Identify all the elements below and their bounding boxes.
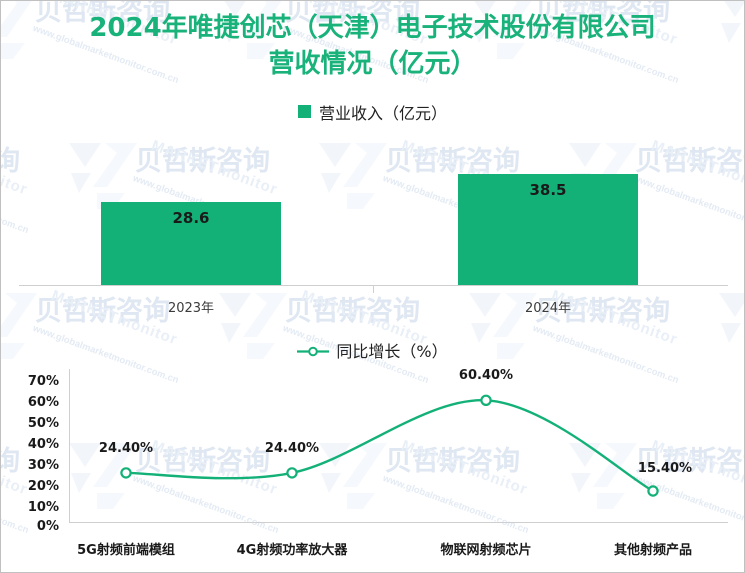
line-category-1: 4G射频功率放大器 (236, 543, 348, 558)
line-marker-3[interactable] (647, 485, 659, 497)
bar-value-2024: 38.5 (529, 180, 567, 199)
line-category-2: 物联网射频芯片 (440, 543, 532, 558)
line-marker-2[interactable] (480, 394, 492, 407)
line-category-0: 5G射频前端模组 (77, 543, 175, 558)
y-axis-tick-60: 60% (27, 395, 59, 410)
line-category-3: 其他射频产品 (613, 543, 692, 558)
line-marker-1[interactable] (286, 467, 298, 479)
point-label-2: 60.40% (458, 368, 514, 384)
legend-label-growth: 同比增长（%） (336, 342, 448, 361)
line-chart-panel: 70% 60% 50% 40% 30% 20% 10% 0% 24.40% 24… (1, 361, 744, 572)
bar-2023[interactable] (101, 202, 281, 285)
chart-title-line-2: 营收情况（亿元） (268, 49, 477, 79)
bar-chart-axis-tick (373, 285, 374, 293)
line-chart-legend[interactable]: 同比增长（%） (1, 338, 744, 362)
y-axis-tick-10: 10% (27, 500, 59, 515)
y-axis-tick-70: 70% (27, 374, 59, 389)
y-axis-tick-40: 40% (27, 437, 59, 452)
chart-title-line-1: 2024年唯捷创芯（天津）电子技术股份有限公司 (89, 13, 656, 43)
bar-2024[interactable] (458, 173, 638, 285)
legend-line-marker-icon (297, 343, 330, 356)
y-axis-tick-50: 50% (27, 416, 59, 431)
point-label-3: 15.40% (637, 460, 693, 476)
legend-swatch-icon (297, 104, 311, 118)
bar-chart-panel: 28.6 2023年 38.5 2024年 (1, 131, 744, 316)
legend-label-revenue: 营业收入（亿元） (318, 104, 447, 123)
bar-value-2023: 28.6 (172, 209, 210, 228)
bar-category-2024: 2024年 (524, 301, 572, 316)
line-marker-0[interactable] (120, 467, 132, 479)
y-axis-tick-0: 0% (36, 519, 59, 534)
bar-category-2023: 2023年 (167, 301, 215, 316)
chart-title: 2024年唯捷创芯（天津）电子技术股份有限公司 营收情况（亿元） (1, 10, 744, 82)
y-axis-tick-20: 20% (27, 479, 59, 494)
line-chart-x-axis (69, 522, 728, 523)
point-label-0: 24.40% (98, 440, 154, 456)
point-label-1: 24.40% (264, 440, 320, 456)
y-axis-tick-30: 30% (27, 458, 59, 473)
bar-chart-legend[interactable]: 营业收入（亿元） (1, 100, 744, 124)
